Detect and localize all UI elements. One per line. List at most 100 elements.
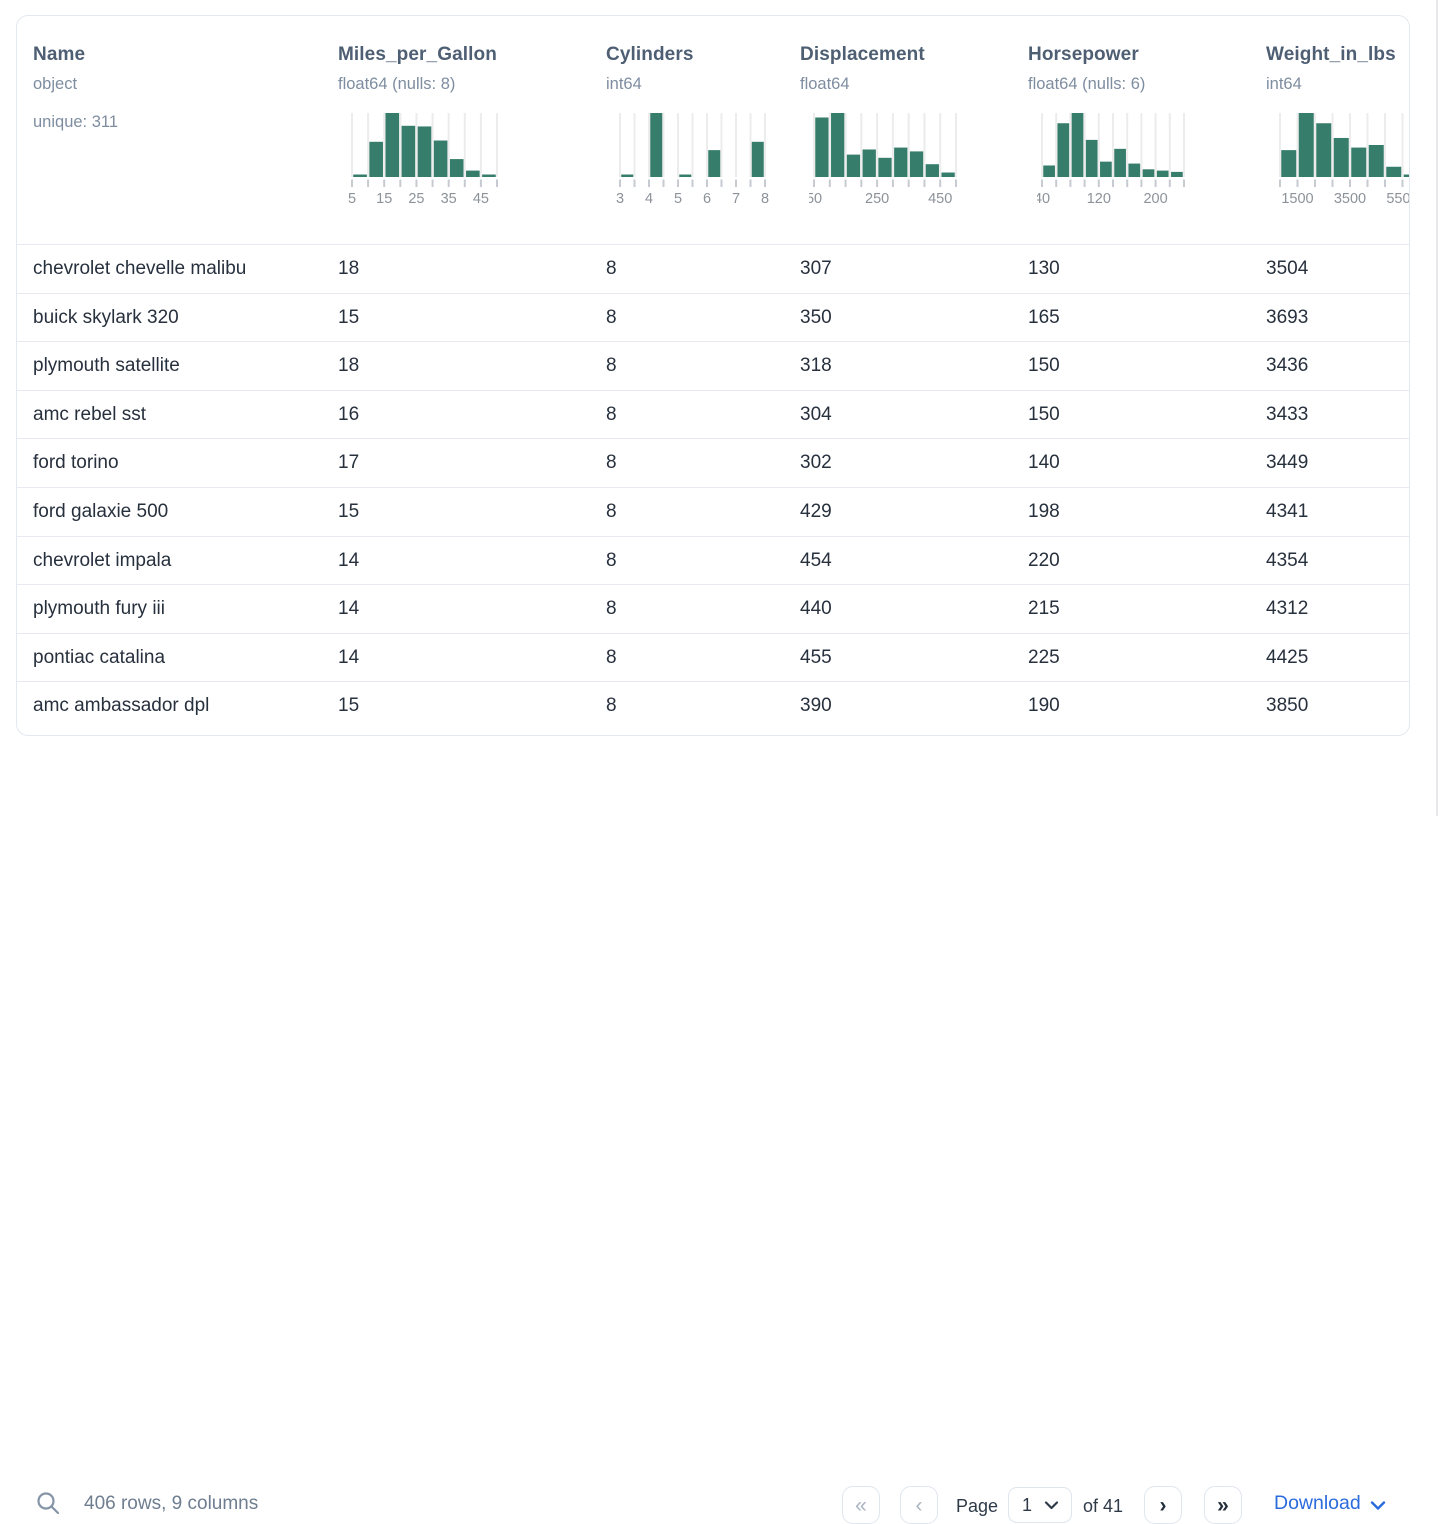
cell-value: 4354: [1266, 549, 1309, 571]
cell-value: 8: [606, 500, 617, 522]
cell-name: ford torino: [33, 452, 119, 474]
column-header-miles-per-gallon[interactable]: Miles_per_Gallon float64 (nulls: 8) 5 15 25 3…: [322, 16, 590, 244]
cell-value: 3504: [1266, 258, 1309, 279]
cell-value: 140: [1028, 452, 1060, 474]
table-row[interactable]: amc rebel sst 16 8 304 150 3433: [17, 389, 1409, 439]
table-row[interactable]: pontiac catalina 14 8 455 225 4425: [17, 632, 1409, 682]
cell-value: 4312: [1266, 598, 1309, 620]
cell-value: 3433: [1266, 403, 1309, 425]
column-histogram: 5 15 25 35 45: [348, 113, 498, 207]
cell-value: 198: [1028, 500, 1060, 522]
first-page-button[interactable]: «: [842, 1486, 880, 1524]
column-histogram: 1500 3500 5500: [1279, 113, 1409, 207]
cell-name: amc ambassador dpl: [33, 695, 210, 717]
search-icon[interactable]: [36, 1491, 61, 1521]
column-dtype: float64 (nulls: 6): [1028, 75, 1146, 93]
page-label: Page: [956, 1496, 999, 1516]
previous-page-button[interactable]: ‹: [900, 1486, 938, 1524]
table-row[interactable]: buick skylark 320 15 8 350 165 3693: [17, 292, 1409, 342]
cell-value: 454: [800, 549, 832, 571]
svg-text:40: 40: [1037, 191, 1050, 205]
column-header-name[interactable]: Name object unique: 311: [17, 16, 322, 244]
svg-text:250: 250: [865, 191, 889, 205]
column-title: Miles_per_Gallon: [338, 44, 497, 65]
histogram-displacement: 50 250 450: [806, 111, 1012, 210]
cell-value: 220: [1028, 549, 1060, 571]
row-column-count: 406 rows, 9 columns: [84, 1493, 259, 1514]
page-count-label: of 41: [1083, 1496, 1124, 1516]
table-row[interactable]: plymouth fury iii 14 8 440 215 4312: [17, 584, 1409, 633]
column-dtype: object: [33, 75, 78, 93]
cell-value: 150: [1028, 355, 1060, 377]
cell-value: 130: [1028, 258, 1060, 279]
cell-value: 15: [338, 306, 360, 328]
cell-name: pontiac catalina: [33, 646, 166, 668]
svg-text:8: 8: [761, 191, 769, 205]
cell-value: 14: [338, 646, 360, 668]
cell-name: chevrolet impala: [33, 549, 172, 571]
column-header-horsepower[interactable]: Horsepower float64 (nulls: 6) 40 120 200: [1012, 16, 1250, 244]
column-header-cylinders[interactable]: Cylinders int64 3 4 5 6 7 8: [590, 16, 784, 244]
cell-value: 8: [606, 403, 617, 425]
cell-value: 215: [1028, 598, 1060, 620]
cell-name: ford galaxie 500: [33, 500, 169, 522]
column-header-weight-in-lbs[interactable]: Weight_in_lbs int64 1500 3500 5500: [1250, 16, 1409, 244]
download-button[interactable]: Download: [1274, 1492, 1386, 1515]
cell-value: 16: [338, 403, 360, 425]
svg-text:200: 200: [1143, 191, 1167, 205]
cell-value: 8: [606, 355, 617, 377]
table-row[interactable]: ford torino 17 8 302 140 3449: [17, 438, 1409, 487]
column-header-displacement[interactable]: Displacement float64 50 250 450: [784, 16, 1012, 244]
last-page-button[interactable]: »: [1204, 1486, 1242, 1524]
cell-name: buick skylark 320: [33, 306, 179, 328]
chevron-down-icon: [1370, 1500, 1385, 1510]
column-dtype: int64: [606, 75, 642, 93]
column-title: Horsepower: [1028, 44, 1139, 65]
cell-value: 304: [800, 403, 832, 425]
cell-value: 429: [800, 500, 832, 522]
cell-value: 14: [338, 598, 360, 620]
table-row[interactable]: chevrolet chevelle malibu 18 8 307 130 3504: [17, 244, 1409, 293]
column-dtype: int64: [1266, 75, 1302, 93]
page-select[interactable]: 1: [1008, 1487, 1072, 1523]
svg-text:6: 6: [703, 191, 711, 205]
svg-text:120: 120: [1087, 191, 1111, 205]
cell-name: plymouth fury iii: [33, 598, 165, 620]
cell-name: chevrolet chevelle malibu: [33, 258, 247, 279]
cell-value: 18: [338, 355, 360, 377]
cell-name: plymouth satellite: [33, 355, 180, 377]
histogram-miles-per-gallon: 5 15 25 35 45: [347, 111, 590, 210]
column-unique-count: unique: 311: [33, 113, 119, 131]
svg-text:35: 35: [441, 191, 457, 205]
svg-text:45: 45: [473, 191, 489, 205]
histogram-weight-in-lbs: 1500 3500 5500: [1275, 111, 1409, 210]
cell-value: 455: [800, 646, 832, 668]
next-page-button[interactable]: ›: [1144, 1486, 1182, 1524]
svg-text:7: 7: [732, 191, 740, 205]
table-row[interactable]: amc ambassador dpl 15 8 390 190 3850: [17, 681, 1409, 730]
table-row[interactable]: chevrolet impala 14 8 454 220 4354: [17, 535, 1409, 585]
cell-value: 18: [338, 258, 360, 279]
cell-name: amc rebel sst: [33, 403, 146, 425]
cell-value: 190: [1028, 695, 1060, 717]
table-row[interactable]: ford galaxie 500 15 8 429 198 4341: [17, 486, 1409, 536]
cell-value: 3436: [1266, 355, 1309, 377]
download-label: Download: [1274, 1492, 1361, 1514]
table-body: chevrolet chevelle malibu 18 8 307 130 3504 bu…: [17, 244, 1409, 730]
column-histogram: 40 120 200: [1034, 113, 1185, 207]
svg-text:450: 450: [928, 191, 952, 205]
column-title: Cylinders: [606, 44, 694, 65]
histogram-cylinders: 3 4 5 6 7 8: [615, 111, 784, 210]
svg-text:15: 15: [376, 191, 392, 205]
svg-text:50: 50: [809, 191, 822, 205]
table-row[interactable]: plymouth satellite 18 8 318 150 3436: [17, 341, 1409, 390]
cell-value: 302: [800, 452, 832, 474]
svg-text:4: 4: [645, 191, 653, 205]
cell-value: 8: [606, 598, 617, 620]
column-title: Weight_in_lbs: [1266, 44, 1396, 65]
cell-value: 8: [606, 258, 617, 279]
cell-value: 3850: [1266, 695, 1309, 717]
svg-text:3500: 3500: [1334, 191, 1366, 205]
column-histogram: 3 4 5 6 7 8: [616, 113, 769, 207]
cell-value: 8: [606, 452, 617, 474]
